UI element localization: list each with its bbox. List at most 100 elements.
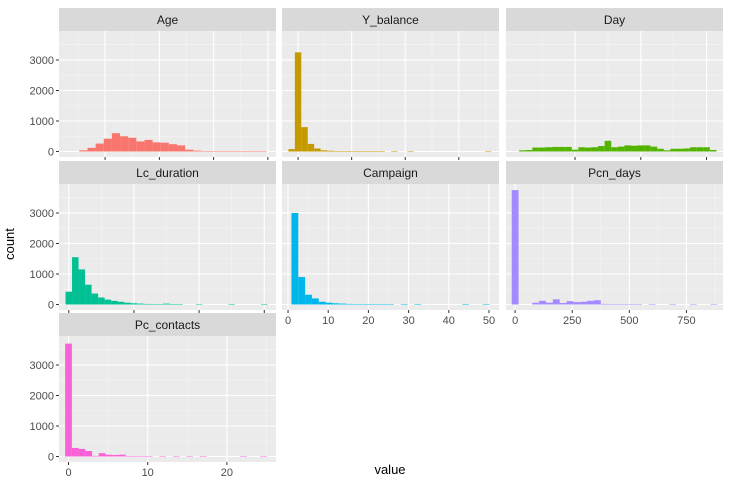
histogram-bar-campaign [318, 301, 326, 305]
histogram-bar-pc-contacts [105, 454, 113, 457]
histogram-bar-pcn-days [689, 304, 697, 305]
histogram-bar-age [168, 144, 177, 152]
x-tick-label-pcn-days: 750 [677, 315, 695, 327]
histogram-bar-pcn-days [669, 304, 677, 305]
histogram-bar-lc-duration [98, 297, 105, 305]
histogram-bar-pc-contacts [85, 451, 93, 457]
histogram-bar-day [571, 149, 579, 152]
histogram-bar-pcn-days [614, 304, 622, 305]
histogram-bar-pc-contacts [112, 454, 119, 457]
histogram-bar-pcn-days [600, 303, 608, 305]
histogram-bar-pcn-days [573, 302, 581, 305]
histogram-bar-age [242, 151, 251, 152]
histogram-bar-day [670, 148, 677, 152]
histogram-bar-day [703, 147, 710, 152]
histogram-bar-pcn-days [559, 302, 567, 305]
histogram-bar-day [538, 147, 546, 152]
histogram-bar-pcn-days [539, 300, 546, 305]
histogram-bar-day [657, 148, 664, 152]
histogram-bar-day [683, 148, 691, 152]
histogram-bar-day [598, 146, 605, 152]
x-tick-label-pc-contacts: 20 [221, 467, 233, 479]
histogram-bar-y-balance [407, 151, 414, 152]
facet-panel-age: Age305070900100020003000 [30, 8, 276, 174]
histogram-bar-campaign [482, 304, 490, 305]
histogram-bar-age [111, 133, 121, 152]
histogram-bar-day [525, 149, 533, 152]
histogram-bar-day [584, 147, 592, 152]
facet-strip-label-day: Day [604, 13, 625, 27]
panel-background-pc-contacts [59, 336, 276, 462]
histogram-bar-pc-contacts [71, 447, 79, 457]
histogram-bar-campaign [305, 294, 312, 305]
histogram-bar-campaign [359, 304, 367, 305]
histogram-bar-pcn-days [628, 304, 636, 305]
y-tick-label-lc-duration: 0 [48, 300, 54, 312]
x-tick-label-pcn-days: 500 [620, 315, 638, 327]
histogram-bar-age [152, 142, 161, 152]
histogram-bar-pc-contacts [199, 456, 207, 457]
histogram-bar-age [258, 151, 267, 152]
histogram-bar-lc-duration [228, 304, 235, 305]
histogram-bar-lc-duration [143, 303, 151, 305]
histogram-bar-pc-contacts [132, 456, 140, 457]
histogram-bar-pc-contacts [159, 456, 167, 457]
histogram-bar-day [532, 147, 539, 152]
histogram-bar-y-balance [333, 151, 340, 152]
histogram-bar-pcn-days [511, 190, 519, 305]
histogram-bar-campaign [366, 304, 374, 305]
facet-panel-y-balance: Y_balance0200004000060000 [282, 8, 499, 174]
histogram-bar-lc-duration [111, 300, 118, 305]
histogram-bar-lc-duration [150, 304, 157, 305]
histogram-bar-pcn-days [621, 304, 629, 305]
x-tick-label-pcn-days: 250 [563, 315, 581, 327]
histogram-bar-lc-duration [130, 303, 138, 305]
histogram-bar-y-balance [307, 143, 315, 152]
histogram-bar-day [565, 146, 572, 152]
histogram-bar-pc-contacts [240, 456, 247, 457]
histogram-bar-age [209, 151, 218, 152]
histogram-bar-pc-contacts [118, 454, 126, 457]
x-tick-label-pcn-days: 0 [512, 315, 518, 327]
histogram-bar-day [591, 147, 599, 152]
histogram-bar-y-balance [365, 151, 373, 152]
facet-strip-pc-contacts [59, 313, 276, 336]
histogram-bar-lc-duration [85, 284, 92, 305]
histogram-bar-y-balance [301, 127, 308, 152]
histogram-bar-y-balance [359, 151, 366, 152]
x-tick-label-campaign: 10 [322, 315, 334, 327]
facet-strip-label-pcn-days: Pcn_days [588, 166, 641, 180]
facet-panel-day: Day102030 [506, 8, 723, 174]
histogram-bar-pcn-days [587, 300, 594, 305]
histogram-bar-day [604, 140, 612, 152]
histogram-bar-age [185, 149, 194, 152]
histogram-bar-y-balance [378, 151, 385, 152]
histogram-bar-campaign [311, 298, 319, 305]
facet-strip-age [59, 8, 276, 31]
histogram-bar-lc-duration [104, 299, 112, 305]
histogram-bar-lc-duration [91, 293, 99, 305]
histogram-bar-age [103, 138, 112, 152]
y-axis-title: count [2, 228, 17, 260]
histogram-bar-y-balance [314, 148, 321, 152]
histogram-bar-age [217, 151, 226, 152]
histogram-bar-lc-duration [124, 302, 131, 305]
histogram-bar-y-balance [327, 150, 334, 152]
y-tick-label-age: 0 [48, 147, 54, 159]
histogram-bar-age [144, 139, 153, 152]
panel-background-pcn-days [506, 184, 723, 310]
histogram-bar-age [120, 136, 129, 152]
histogram-bar-pcn-days [593, 300, 601, 305]
histogram-bar-day [676, 148, 684, 152]
histogram-bar-campaign [400, 304, 408, 305]
histogram-bar-campaign [325, 302, 333, 305]
histogram-bar-lc-duration [261, 304, 268, 305]
x-tick-label-campaign: 0 [285, 315, 291, 327]
y-tick-label-pc-contacts: 1000 [30, 421, 54, 433]
facet-strip-y-balance [282, 8, 499, 31]
histogram-bar-campaign [462, 304, 470, 305]
histogram-bar-age [176, 145, 186, 152]
y-tick-label-lc-duration: 1000 [30, 269, 54, 281]
histogram-bar-y-balance [294, 52, 302, 152]
